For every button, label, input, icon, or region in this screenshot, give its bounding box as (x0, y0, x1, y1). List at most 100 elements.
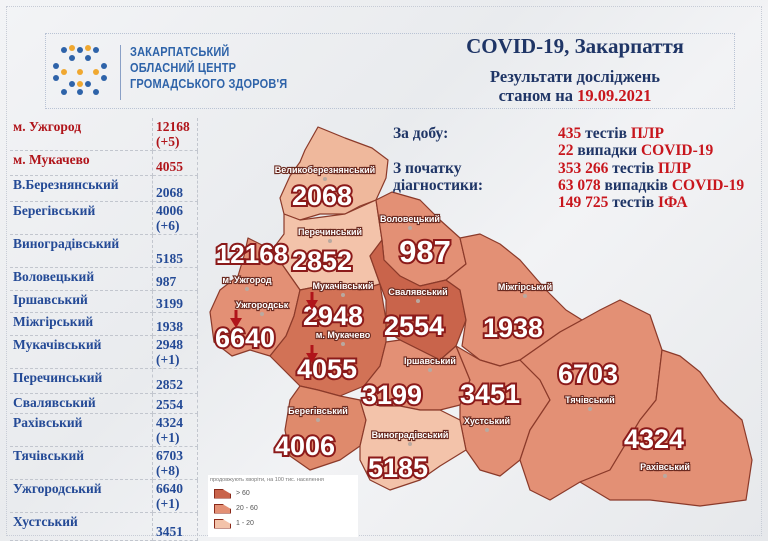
stat-kind: COVID-19 (640, 142, 714, 159)
district-center-marker (341, 342, 345, 346)
arrow-down-icon (230, 310, 242, 328)
map-label-irshavskyi: Іршавський (404, 356, 456, 366)
stat-kind: ПЛР (630, 125, 664, 142)
org-logo-icon (53, 45, 107, 95)
district-center-marker (428, 368, 432, 372)
district-center-marker (408, 226, 412, 230)
map-number-uzhhorodskyi: 6640 (215, 323, 275, 353)
stat-unit: випадків (604, 177, 668, 194)
stat-line: 435 тестів ПЛР (558, 125, 664, 142)
map-number-berehivskyi: 4006 (275, 431, 335, 461)
map-label-khustskyi: Хустський (464, 416, 510, 426)
map-label-svaliavskyi: Свалявський (388, 287, 447, 297)
case-count: 3451 (156, 524, 183, 539)
table-row: Виноградівський 5185 (10, 234, 198, 268)
region-berehivskyi (284, 385, 367, 471)
district-center-marker (408, 442, 412, 446)
district-value: 2554 (152, 393, 198, 414)
table-row: Ужгородський 6640 (+1) (10, 479, 198, 513)
district-name: Мукачівський (10, 335, 153, 369)
map-number-khustskyi: 3451 (460, 379, 520, 409)
map-number-mizhhirskyi: 1938 (483, 313, 543, 343)
table-row: Воловецький 987 (10, 267, 198, 291)
district-name: Іршавський (10, 290, 153, 313)
table-row: Перечинський 2852 (10, 368, 198, 394)
stat-line: 149 725 тестів ІФА (558, 194, 688, 211)
case-delta: (+1) (156, 430, 180, 445)
case-count: 5185 (156, 251, 183, 266)
stat-kind: ПЛР (657, 160, 692, 177)
case-delta: (+5) (156, 134, 180, 149)
legend-item: 1 - 20 (208, 516, 358, 531)
table-row: Мукачівський 2948 (+1) (10, 335, 198, 369)
region-uzhhorodskyi (209, 237, 301, 357)
district-center-marker (245, 287, 249, 291)
table-row: Тячівський 6703 (+8) (10, 446, 198, 480)
stat-unit: тестів (585, 125, 627, 142)
stat-line: 22 випадки COVID-19 (558, 142, 713, 159)
table-row: Рахівський 4324 (+1) (10, 413, 198, 447)
org-name-line: ГРОМАДСЬКОГО ЗДОРОВ'Я (130, 77, 288, 91)
table-row: Міжгірський 1938 (10, 312, 198, 336)
map-number-vynohradivskyi: 5185 (368, 453, 428, 483)
map-number-velykobereznianskyi: 2068 (292, 181, 352, 211)
stat-number: 22 (558, 142, 574, 159)
stat-unit: тестів (612, 160, 655, 177)
map-label-uzhhorodskyi: Ужгородськ (236, 300, 289, 310)
map-label-volovetskyi: Воловецький (380, 214, 440, 224)
stat-kind: ІФА (657, 194, 688, 211)
district-name: Тячівський (10, 446, 153, 480)
district-name: Міжгірський (10, 312, 153, 336)
region-mukachivskyi (269, 283, 387, 397)
legend: продовжують хворіти, на 100 тис. населен… (208, 475, 358, 537)
stat-unit: тестів (612, 194, 655, 211)
legend-item: > 60 (208, 486, 358, 501)
stat-line: 353 266 тестів ПЛР (558, 160, 691, 177)
map-label-uzhhorod_city: м. Ужгород (222, 275, 272, 285)
table-row: Берегівський 4006 (+6) (10, 201, 198, 235)
district-name: Берегівський (10, 201, 153, 235)
map-label-mukachivskyi: Мукачівський (313, 281, 374, 291)
case-count: 6703 (156, 448, 183, 463)
district-center-marker (341, 293, 345, 297)
case-count: 2852 (156, 377, 183, 392)
total-label-1: З початку (393, 160, 462, 177)
legend-label: 20 - 60 (236, 505, 258, 512)
page-title: COVID-19, Закарпаття (466, 34, 684, 58)
district-center-marker (485, 428, 489, 432)
district-center-marker (328, 239, 332, 243)
district-name: Хустський (10, 512, 153, 541)
map-number-tiachivskyi: 6703 (558, 359, 618, 389)
case-count: 1938 (156, 319, 183, 334)
map-label-velykobereznianskyi: Великоберезнянський (275, 165, 375, 175)
district-value: 4055 (152, 150, 198, 176)
legend-label: > 60 (236, 490, 250, 497)
case-count: 4006 (156, 203, 183, 218)
subtitle-prefix: станом на (498, 86, 574, 105)
map-label-mukachevo_city: м. Мукачево (316, 330, 371, 340)
region-vynohradivskyi (359, 399, 467, 491)
arrow-down-icon (306, 345, 318, 363)
case-delta: (+8) (156, 463, 180, 478)
header (45, 33, 735, 109)
district-center-marker (416, 299, 420, 303)
legend-item: 20 - 60 (208, 501, 358, 516)
case-count: 2948 (156, 337, 183, 352)
map-label-mizhhirskyi: Міжгірський (498, 282, 552, 292)
district-name: Перечинський (10, 368, 153, 394)
district-center-marker (588, 407, 592, 411)
map-number-mukachevo_city: 4055 (297, 354, 357, 384)
case-delta: (+1) (156, 496, 180, 511)
table-row: м. Мукачево 4055 (10, 150, 198, 176)
stat-kind: COVID-19 (671, 177, 745, 194)
legend-title: продовжують хворіти, на 100 тис. населен… (210, 477, 324, 483)
district-name: Рахівський (10, 413, 153, 447)
district-value: 3451 (152, 512, 198, 541)
arrow-down-icon (306, 292, 318, 310)
district-value: 1938 (152, 312, 198, 336)
case-count: 12168 (156, 119, 190, 134)
district-table: м. Ужгород 12168 (+5) м. Мукачево 4055 В.Бе… (10, 118, 198, 541)
district-value: 4324 (+1) (152, 413, 198, 447)
district-center-marker (316, 418, 320, 422)
